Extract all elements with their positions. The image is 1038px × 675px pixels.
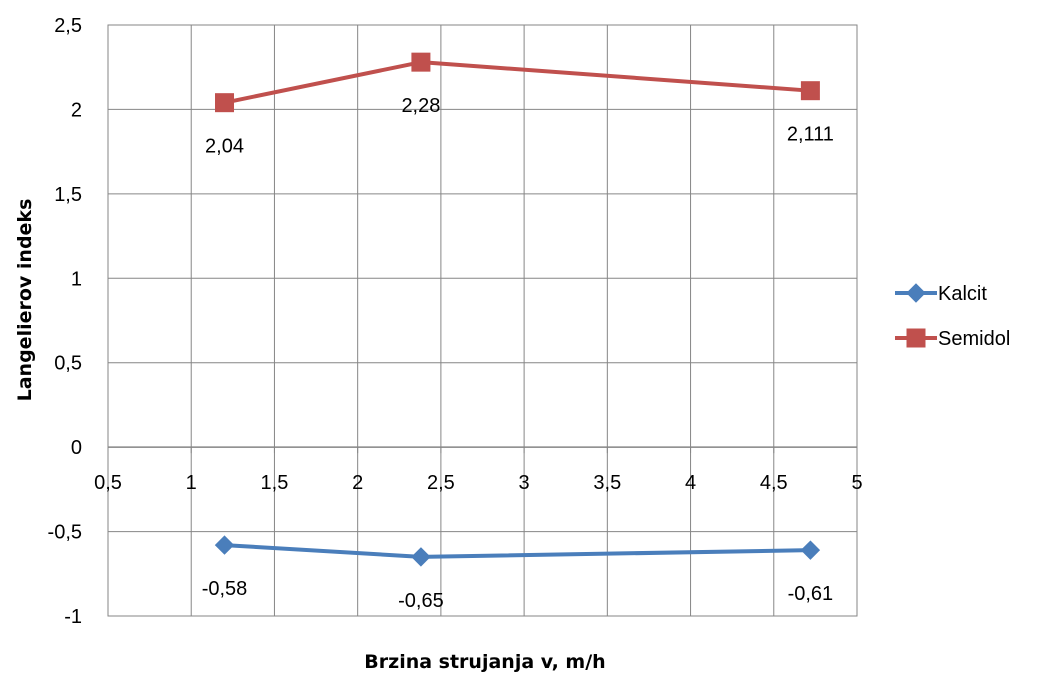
- x-tick-label: 2: [352, 472, 363, 494]
- kalcit-data-label: -0,58: [202, 578, 248, 600]
- series-kalcit: [214, 535, 821, 567]
- x-tick-label: 1: [186, 472, 197, 494]
- semidol-point: [800, 81, 820, 101]
- y-tick-label: 2,5: [54, 15, 82, 37]
- y-tick-label: 1: [71, 268, 82, 290]
- x-tick-label: 4,5: [760, 472, 788, 494]
- kalcit-data-label: -0,65: [398, 590, 444, 612]
- x-tick-label: 0,5: [94, 472, 122, 494]
- legend-item-semidol: Semidol: [895, 328, 1010, 350]
- kalcit-point: [411, 547, 431, 567]
- legend-label: Semidol: [938, 328, 1010, 350]
- kalcit-point: [214, 535, 235, 555]
- y-axis-ticks: 2,5 2 1,5 1 0,5 0 -0,5 -1: [48, 15, 82, 628]
- series-layer: [214, 52, 821, 567]
- y-tick-label: -0,5: [48, 522, 82, 544]
- semidol-data-label: 2,28: [401, 95, 440, 117]
- y-tick-label: 0: [71, 437, 82, 459]
- legend: Kalcit Semidol: [895, 283, 1010, 350]
- legend-label: Kalcit: [938, 283, 987, 305]
- y-tick-label: 2: [71, 99, 82, 121]
- data-labels: -0,58 -0,65 -0,61 2,04 2,28 2,111: [202, 95, 834, 612]
- x-axis-ticks: 0,5 1 1,5 2 2,5 3 3,5 4 4,5 5: [94, 446, 863, 494]
- kalcit-point: [800, 540, 821, 560]
- legend-marker: [906, 283, 926, 303]
- y-axis-title: Langelierov indeks: [14, 199, 36, 402]
- x-tick-label: 4: [685, 472, 696, 494]
- x-tick-label: 1,5: [261, 472, 289, 494]
- x-tick-label: 3,5: [593, 472, 621, 494]
- kalcit-data-label: -0,61: [788, 583, 834, 605]
- semidol-data-label: 2,04: [205, 136, 244, 158]
- semidol-point: [411, 52, 431, 72]
- x-axis-title: Brzina strujanja v, m/h: [364, 651, 605, 673]
- legend-item-kalcit: Kalcit: [895, 283, 987, 305]
- semidol-data-label: 2,111: [787, 124, 834, 146]
- semidol-point: [215, 93, 235, 113]
- y-tick-label: 1,5: [54, 184, 82, 206]
- series-semidol: [215, 52, 820, 113]
- plot-area-border: [107, 24, 858, 617]
- x-tick-label: 3: [519, 472, 530, 494]
- y-tick-label: -1: [64, 606, 82, 628]
- y-tick-label: 0,5: [54, 353, 82, 375]
- x-tick-label: 2,5: [427, 472, 455, 494]
- legend-marker: [906, 328, 926, 348]
- x-tick-label: 5: [851, 472, 862, 494]
